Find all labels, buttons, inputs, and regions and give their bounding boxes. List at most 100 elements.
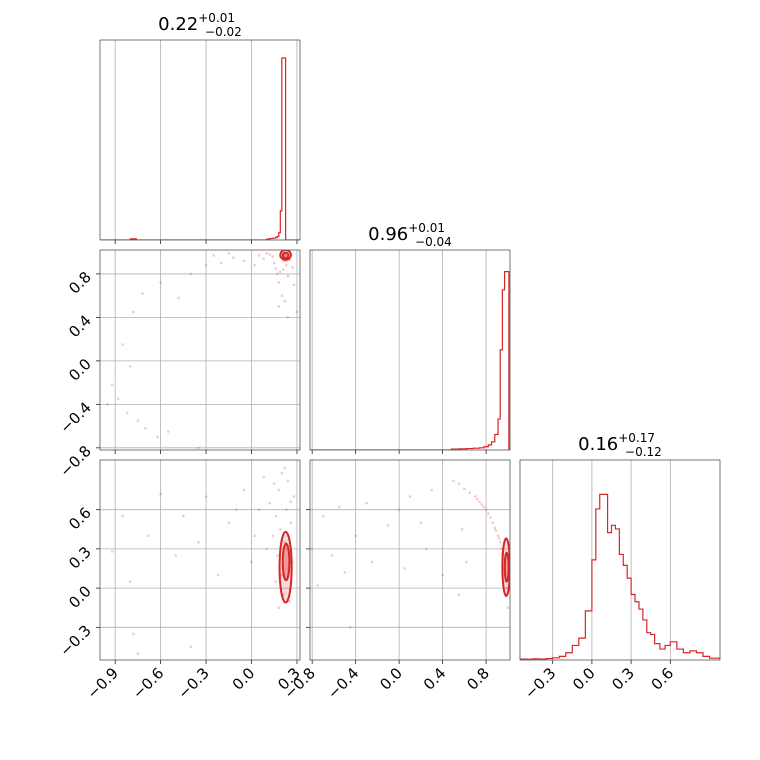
scatter-point — [386, 524, 390, 527]
scatter-point — [272, 261, 276, 265]
tick-label-x: 0.0 — [376, 664, 406, 694]
scatter-point — [174, 554, 178, 557]
scatter-point — [274, 514, 278, 518]
scatter-point — [257, 508, 261, 511]
scatter-point — [212, 254, 215, 257]
scatter-point — [197, 446, 200, 450]
scatter-point — [468, 491, 472, 494]
tick-label-x: 0.4 — [420, 664, 450, 694]
scatter-point — [204, 263, 208, 267]
scatter-point — [277, 305, 281, 308]
scatter-point — [286, 316, 290, 319]
panel-frame — [99, 249, 301, 451]
scatter-point — [189, 645, 193, 649]
density-contour — [281, 251, 290, 260]
scatter-point — [235, 508, 238, 511]
panel-frame — [99, 459, 301, 661]
scatter-point — [277, 281, 281, 284]
title-param-1: 0.22+0.01 −0.02 — [158, 11, 242, 39]
scatter-point — [265, 251, 268, 255]
scatter-point — [271, 255, 275, 258]
scatter-point — [121, 343, 125, 346]
scatter-point — [227, 521, 231, 525]
scatter-point — [166, 430, 170, 433]
scatter-point — [295, 310, 299, 314]
scatter-point — [482, 505, 486, 509]
scatter-point — [262, 475, 265, 479]
scatter-point — [457, 593, 461, 596]
scatter-point — [497, 537, 501, 540]
histogram-line — [520, 493, 720, 660]
scatter-point — [271, 534, 275, 538]
tick-label-y: 0.8 — [65, 268, 95, 298]
histogram-panel-2 — [309, 249, 511, 454]
scatter-point — [283, 466, 287, 470]
scatter-point — [265, 547, 268, 551]
scatter-point — [242, 259, 246, 263]
density-contour — [503, 551, 510, 583]
scatter-point — [480, 503, 484, 506]
tick-label-x: −0.9 — [83, 664, 121, 702]
scatter-point — [288, 599, 291, 603]
scatter-point — [125, 411, 129, 415]
scatter-point — [277, 606, 281, 610]
scatter-point — [486, 512, 490, 515]
scatter-point — [289, 521, 293, 525]
scatter-point — [441, 573, 444, 577]
scatter-point — [204, 495, 208, 498]
scatter-point — [277, 488, 281, 492]
panel-frame — [309, 249, 511, 451]
scatter-point — [189, 272, 193, 276]
title-value: 0.22 — [158, 14, 198, 35]
scatter-point — [292, 495, 296, 498]
scatter-point — [460, 527, 464, 531]
scatter-point — [257, 254, 261, 257]
scatter-point — [275, 272, 279, 276]
scatter-point — [159, 281, 162, 284]
title-minus: −0.12 — [625, 445, 662, 459]
scatter-points — [110, 466, 296, 655]
scatter-point — [156, 435, 159, 439]
tick-label-y: 0.0 — [65, 355, 95, 385]
title-plus: +0.01 — [408, 221, 445, 235]
scatter-point — [338, 505, 341, 509]
histogram-bin — [129, 238, 137, 240]
scatter-point — [489, 516, 492, 519]
scatter-point — [197, 541, 200, 544]
scatter-point — [430, 488, 434, 492]
scatter-point — [285, 263, 288, 267]
scatter-point — [283, 254, 287, 257]
tick-label-y: 0.0 — [65, 582, 95, 612]
scatter-point — [310, 547, 314, 551]
scatter-point — [321, 514, 325, 518]
scatter-point — [141, 292, 144, 295]
scatter-point — [110, 550, 114, 553]
scatter-point — [476, 497, 479, 501]
scatter-point — [279, 270, 282, 274]
scatter-point — [465, 560, 468, 564]
density-panel-1-3: −0.30.00.30.6−0.9 −0.6 −0.3 0.0 0.3 — [56, 459, 304, 703]
scatter-point — [286, 479, 290, 483]
scatter-point — [500, 547, 503, 551]
scatter-point — [216, 573, 220, 577]
tick-label-y: −0.4 — [56, 398, 94, 436]
scatter-point — [253, 263, 256, 267]
scatter-point — [136, 652, 140, 655]
density-contour — [281, 542, 291, 582]
scatter-point — [408, 495, 412, 498]
panels: −0.3 0.0 0.3 0.6 −0.8 −0.4 0.0 0.4 0.8 −0.3 0.0 0.3… — [56, 39, 721, 703]
title-value: 0.96 — [368, 224, 408, 245]
scatter-point — [110, 383, 114, 387]
scatter-point — [491, 521, 494, 525]
scatter-point — [132, 310, 135, 314]
scatter-point — [279, 527, 282, 531]
tick-label-x: 0.3 — [608, 664, 638, 694]
scatter-point — [397, 508, 401, 511]
title-value: 0.16 — [578, 434, 618, 455]
scatter-point — [262, 257, 265, 260]
scatter-point — [484, 508, 488, 511]
marginal-titles: 0.22+0.01 −0.02 0.96+0.01 −0.04 0.16+0.17−… — [158, 11, 662, 459]
tick-label-y: −0.8 — [56, 442, 94, 480]
scatter-point — [182, 514, 185, 518]
scatter-point — [403, 567, 406, 570]
